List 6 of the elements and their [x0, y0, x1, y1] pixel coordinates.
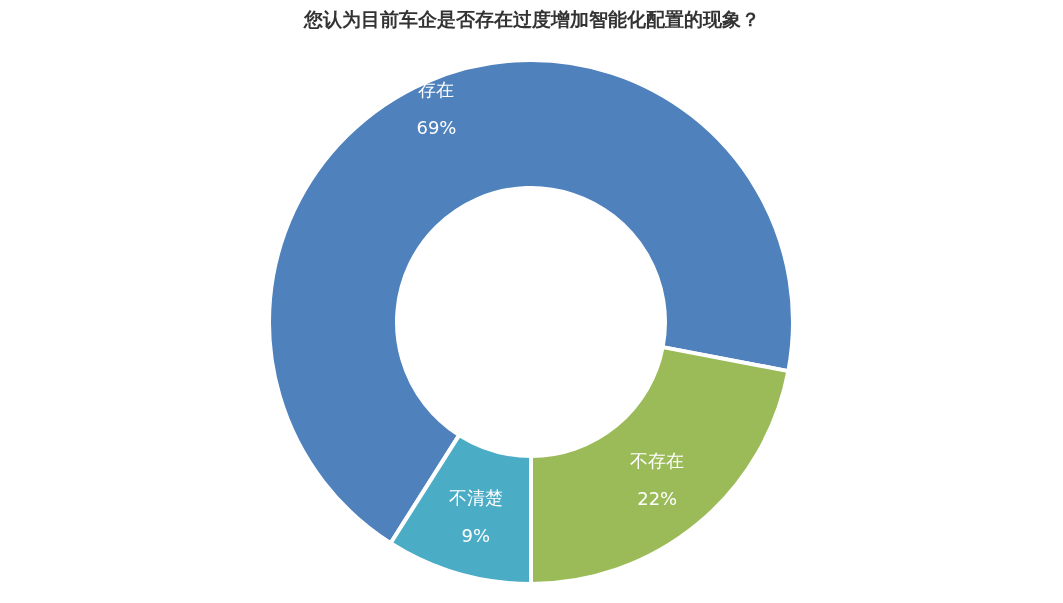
data-label: 22%	[637, 487, 678, 509]
data-label: 9%	[461, 525, 491, 547]
data-label: 69%	[416, 116, 457, 138]
slice-label: 不清楚	[448, 487, 503, 509]
chart-title: 您认为目前车企是否存在过度增加智能化配置的现象？	[302, 8, 760, 30]
slice-label: 不存在	[630, 449, 685, 471]
